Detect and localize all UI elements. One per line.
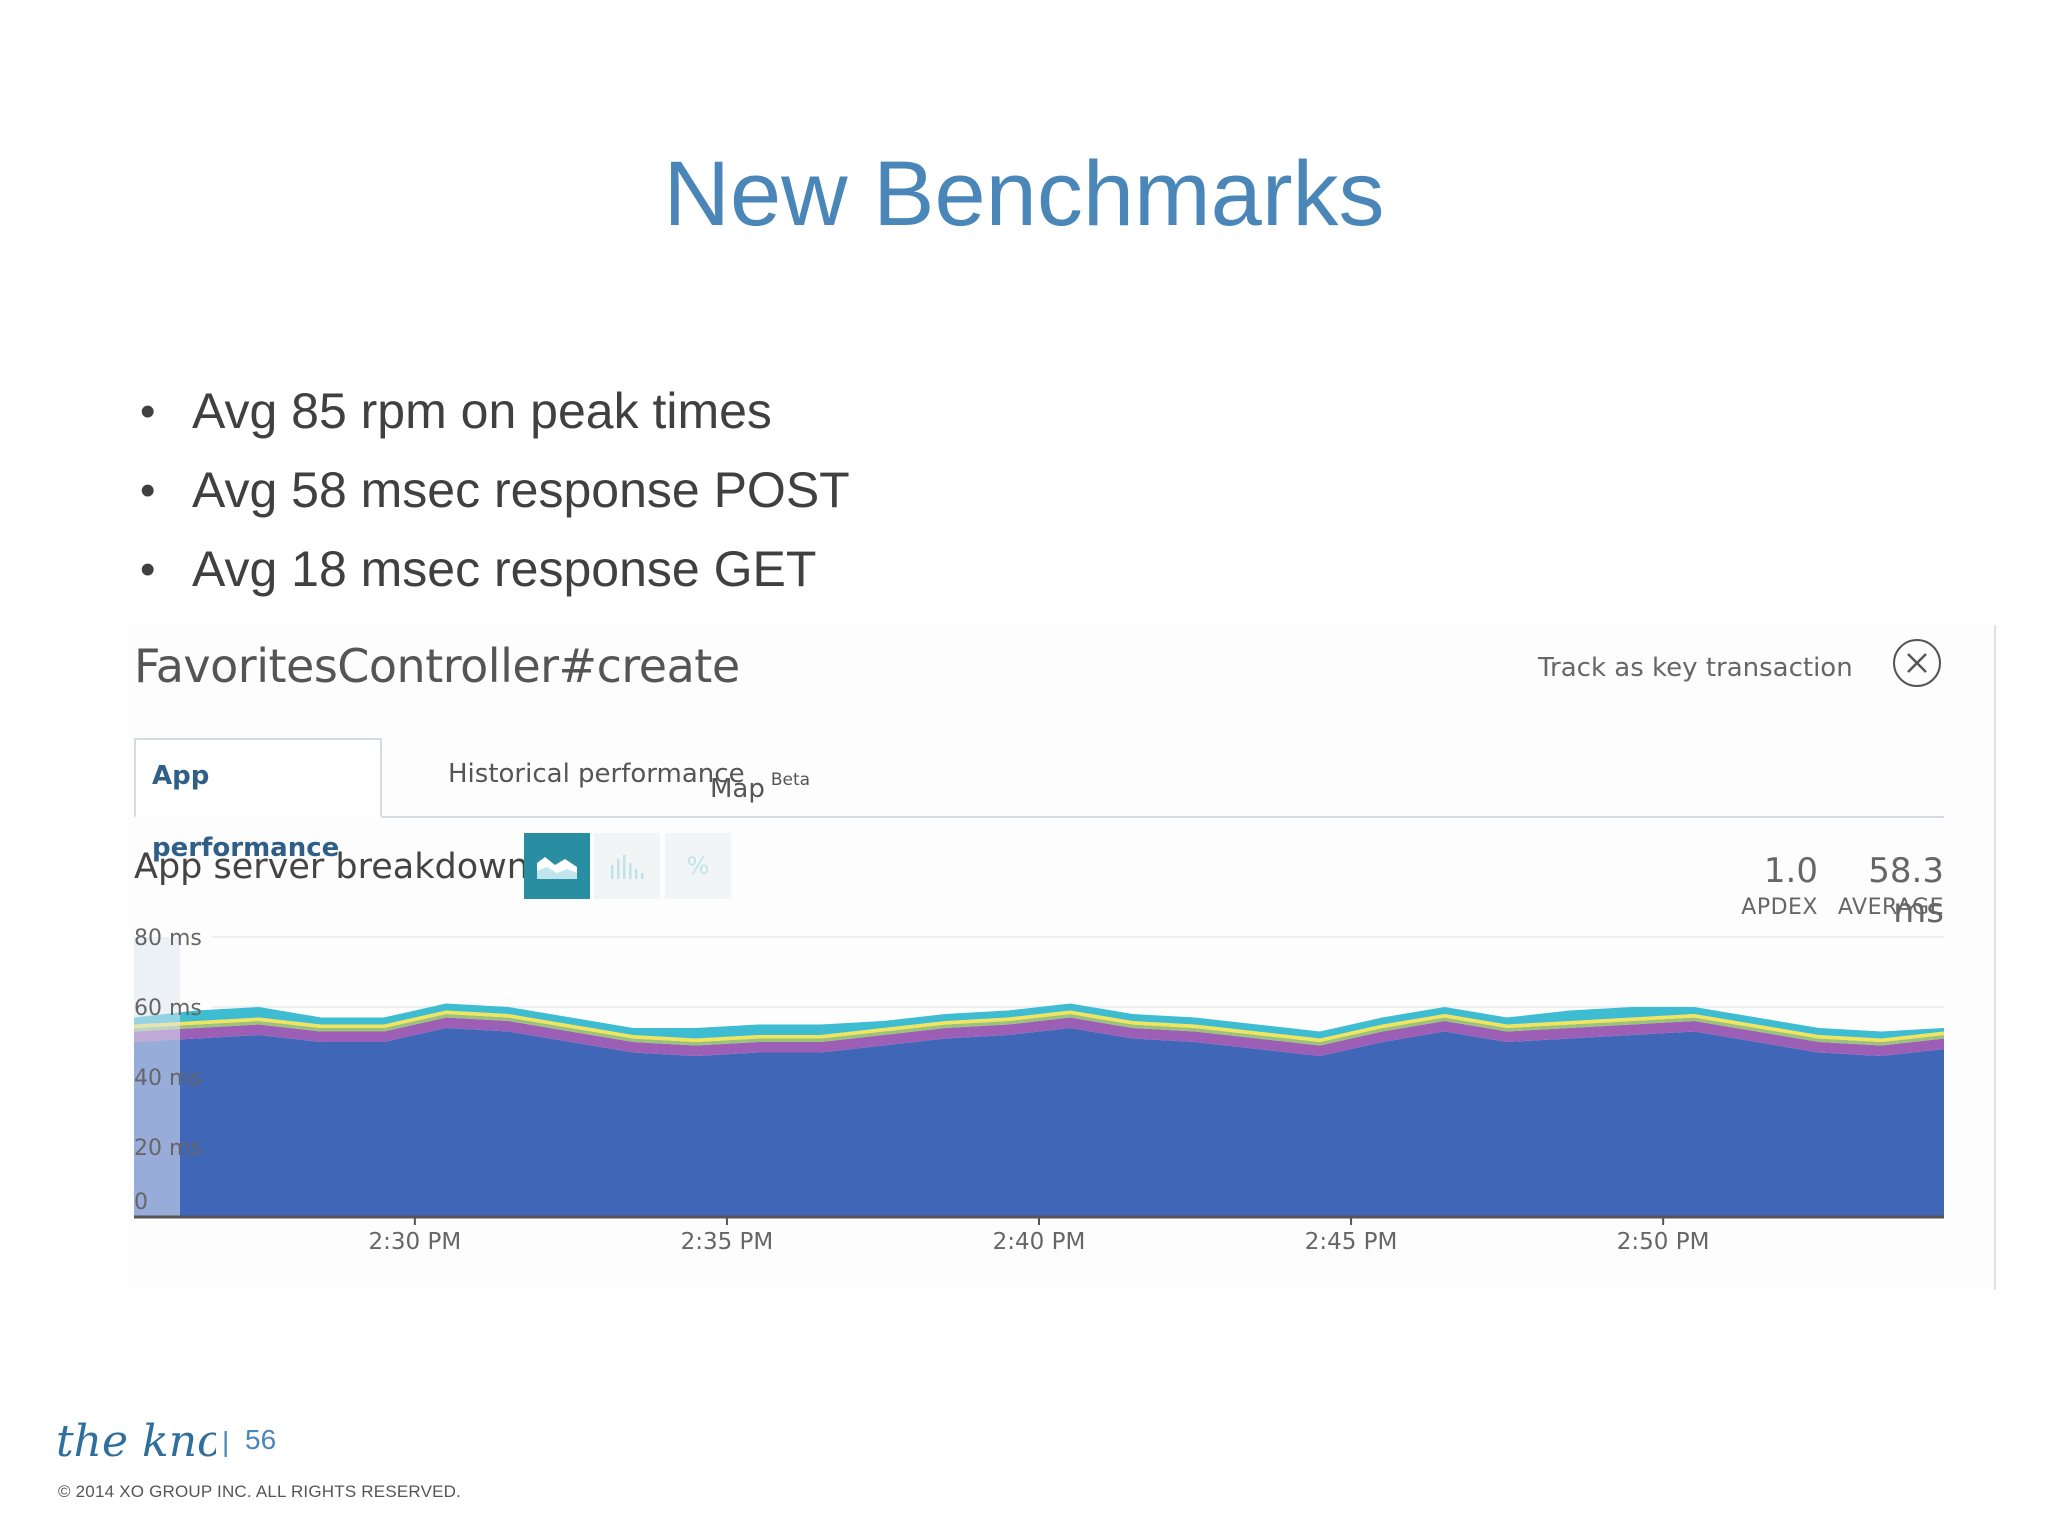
series-area-ruby (134, 1028, 1944, 1217)
tab-bar: App performance Historical performance M… (134, 738, 1944, 863)
app-server-breakdown-chart: 80 ms 60 ms 40 ms 20 ms 0 2:30 PM 2:35 PM 2:40… (134, 926, 1944, 1255)
tab-label: App performance (152, 761, 340, 863)
page-number: 56 (245, 1424, 277, 1455)
series-area-memcached (134, 1010, 1944, 1042)
bullet-item: • Avg 58 msec response POST (140, 451, 850, 530)
bullet-dot-icon: • (140, 545, 156, 594)
track-key-transaction-link[interactable]: Track as key transaction (1538, 653, 1853, 683)
y-tick-label: 0 (134, 1190, 148, 1215)
bar-chart-icon (611, 855, 644, 879)
area-chart-icon (537, 857, 577, 879)
the-knot-logo: the knot (56, 1416, 216, 1467)
series-area-middleware (134, 1017, 1944, 1056)
xtick-layer: 2:30 PM 2:35 PM 2:40 PM 2:45 PM 2:50 PM (369, 1217, 1710, 1255)
x-tick-label: 2:45 PM (1305, 1229, 1398, 1255)
x-tick-label: 2:35 PM (681, 1229, 774, 1255)
average-label: AVERAGE (1837, 895, 1944, 920)
apdex-label: APDEX (1741, 895, 1818, 920)
series-layer (134, 1003, 1944, 1217)
breakdown-title: App server breakdown (134, 847, 529, 887)
x-tick-label: 2:50 PM (1617, 1229, 1710, 1255)
area-view-button[interactable] (524, 833, 590, 899)
apdex-value: 1.0 (1763, 851, 1818, 891)
slide-title: New Benchmarks (663, 143, 1385, 245)
average-value: 58.3 ms (1868, 851, 1944, 931)
tab-app-performance[interactable]: App performance (134, 738, 382, 863)
y-tick-label: 20 ms (134, 1136, 202, 1161)
bar-view-button[interactable] (594, 833, 660, 899)
bullet-dot-icon: • (140, 466, 156, 515)
logo-text: the knot (56, 1416, 216, 1467)
copyright: © 2014 XO GROUP INC. ALL RIGHTS RESERVED… (58, 1482, 462, 1501)
tab-label: Map (710, 774, 765, 804)
tab-label: Historical performance (448, 759, 745, 789)
bullet-text: Avg 58 msec response POST (192, 462, 850, 518)
y-tick-label: 60 ms (134, 996, 202, 1021)
percent-view-button[interactable]: % (665, 833, 731, 899)
footer-separator: | (222, 1426, 230, 1457)
beta-badge: Beta (770, 770, 811, 790)
selection-overlay[interactable] (134, 937, 180, 1217)
series-area-database (134, 1014, 1944, 1046)
bullet-item: • Avg 85 rpm on peak times (140, 372, 850, 451)
y-tick-label: 80 ms (134, 926, 202, 951)
bullet-text: Avg 18 msec response GET (192, 541, 817, 597)
percent-icon: % (686, 852, 710, 880)
bullet-item: • Avg 18 msec response GET (140, 530, 850, 609)
x-tick-label: 2:40 PM (993, 1229, 1086, 1255)
bullet-list: • Avg 85 rpm on peak times • Avg 58 msec r… (140, 372, 850, 609)
tab-historical-performance[interactable]: Historical performance (432, 738, 761, 816)
transaction-title: FavoritesController#create (134, 639, 740, 693)
bullet-dot-icon: • (140, 387, 156, 436)
y-tick-label: 40 ms (134, 1066, 202, 1091)
ytick-layer: 80 ms 60 ms 40 ms 20 ms 0 (134, 926, 202, 1215)
series-area-web-external (134, 1003, 1944, 1039)
tab-map[interactable]: Map Beta (694, 738, 826, 816)
close-circle-icon (1907, 653, 1927, 673)
x-tick-label: 2:30 PM (369, 1229, 462, 1255)
bullet-text: Avg 85 rpm on peak times (192, 383, 772, 439)
close-button[interactable] (1893, 639, 1941, 687)
transaction-panel: FavoritesController#create Track as key … (128, 625, 1996, 1290)
